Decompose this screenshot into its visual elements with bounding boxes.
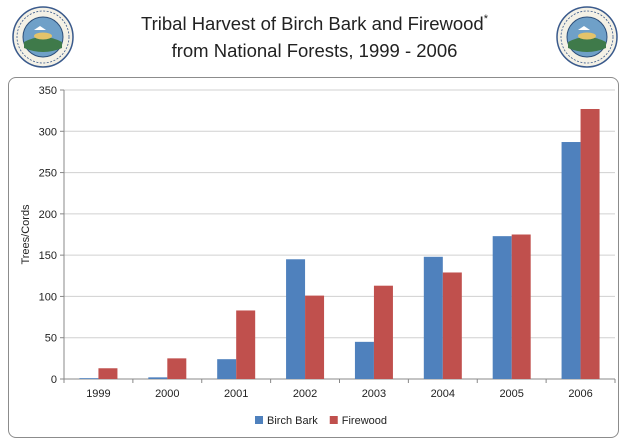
y-tick-label: 350 [39, 85, 57, 97]
bar-firewood-2000 [167, 358, 187, 379]
y-tick-label: 50 [45, 333, 57, 345]
bar-birch-bark-2002 [286, 259, 306, 379]
x-tick-label: 2005 [499, 388, 523, 400]
bar-birch-bark-2004 [423, 256, 443, 379]
x-tick-label: 2003 [362, 388, 386, 400]
bar-firewood-2002 [305, 295, 325, 379]
x-tick-label: 2000 [155, 388, 179, 400]
legend-swatch-birch-bark [255, 416, 263, 424]
legend-label-firewood: Firewood [342, 415, 387, 427]
seal-icon [556, 6, 618, 68]
bar-birch-bark-2005 [492, 236, 512, 379]
y-axis-title: Trees/Cords [20, 204, 32, 265]
legend-swatch-firewood [329, 416, 338, 424]
glifwc-seal-logo-right [556, 6, 618, 68]
seal-icon [12, 6, 74, 68]
bar-birch-bark-2000 [148, 377, 168, 379]
y-tick-label: 0 [51, 374, 57, 386]
legend-label-birch-bark: Birch Bark [267, 415, 318, 427]
x-tick-label: 2006 [568, 388, 592, 400]
bar-firewood-2001 [236, 310, 256, 379]
y-tick-label: 150 [39, 250, 57, 262]
title-line-2: from National Forests, 1999 - 2006 [171, 40, 458, 61]
y-tick-label: 100 [39, 291, 57, 303]
bar-firewood-2006 [580, 108, 600, 379]
x-tick-label: 2001 [224, 388, 248, 400]
x-tick-label: 2004 [431, 388, 455, 400]
x-tick-label: 1999 [86, 388, 110, 400]
title-line-1: Tribal Harvest of Birch Bark and Firewoo… [110, 6, 519, 37]
bar-firewood-2003 [373, 285, 393, 379]
y-tick-label: 300 [39, 126, 57, 138]
bar-birch-bark-2006 [561, 142, 581, 379]
y-tick-label: 250 [39, 168, 57, 180]
title-line-1-text: Tribal Harvest of Birch Bark and Firewoo… [140, 13, 484, 34]
title-footnote-mark: * [483, 13, 488, 25]
x-tick-label: 2002 [293, 388, 317, 400]
y-tick-label: 200 [39, 209, 57, 221]
bar-birch-bark-2003 [354, 341, 374, 379]
bar-firewood-2005 [511, 234, 531, 379]
bar-birch-bark-1999 [79, 378, 99, 379]
glifwc-seal-logo-left [12, 6, 74, 68]
bar-firewood-1999 [98, 368, 118, 379]
chart-frame: 0 50 100 150 200 250 300 350 Trees/Cords 1999 2000… [8, 77, 619, 438]
bar-chart: 0 50 100 150 200 250 300 350 Trees/Cords 1999 2000… [20, 85, 616, 427]
chart-title: Tribal Harvest of Birch Bark and Firewoo… [110, 6, 519, 64]
bar-firewood-2004 [442, 272, 462, 379]
bar-birch-bark-2001 [217, 359, 237, 379]
